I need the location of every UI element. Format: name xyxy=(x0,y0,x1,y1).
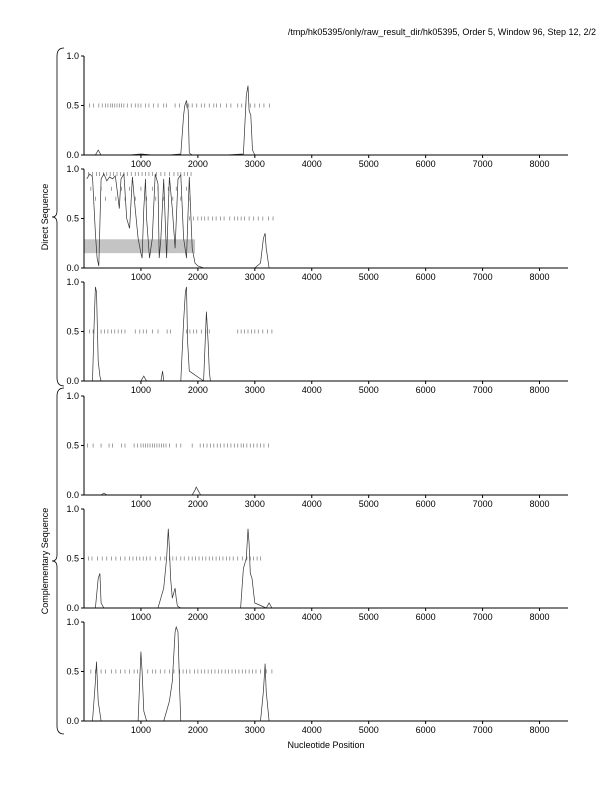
x-tick-label: 2000 xyxy=(188,612,208,622)
x-tick-label: 2000 xyxy=(188,725,208,735)
x-axis-label: Nucleotide Position xyxy=(287,740,364,750)
x-tick-label: 3000 xyxy=(245,499,265,509)
x-tick-label: 7000 xyxy=(473,159,493,169)
x-tick-label: 4000 xyxy=(302,385,322,395)
panel-3: 0.0 0.5 1.0 1000 2000 3000 4000 5000 6000 7000 800… xyxy=(66,277,568,395)
figure-header: /tmp/hk05395/only/raw_result_dir/hk05395… xyxy=(287,27,596,37)
x-tick-label: 7000 xyxy=(473,499,493,509)
x-tick-label: 8000 xyxy=(530,272,550,282)
x-tick-label: 6000 xyxy=(416,159,436,169)
x-tick-label: 5000 xyxy=(359,385,379,395)
y-tick-label: 0.0 xyxy=(66,603,79,613)
x-tick-label: 4000 xyxy=(302,159,322,169)
x-tick-label: 4000 xyxy=(302,499,322,509)
x-tick-label: 1000 xyxy=(131,385,151,395)
x-tick-label: 6000 xyxy=(416,499,436,509)
panel-2: 0.0 0.5 1.0 1000 2000 3000 4000 5000 6000 7000 800… xyxy=(66,164,568,282)
y-tick-label: 1.0 xyxy=(66,391,79,401)
x-tick-label: 2000 xyxy=(188,159,208,169)
complementary-brace xyxy=(51,387,65,735)
y-tick-label: 0.0 xyxy=(66,490,79,500)
x-tick-label: 8000 xyxy=(530,499,550,509)
x-tick-label: 3000 xyxy=(245,612,265,622)
y-tick-label: 0.5 xyxy=(66,441,79,451)
y-tick-label: 0.5 xyxy=(66,101,79,111)
y-tick-label: 0.0 xyxy=(66,263,79,273)
x-tick-label: 1000 xyxy=(131,725,151,735)
y-tick-label: 0.0 xyxy=(66,716,79,726)
y-tick-label: 0.5 xyxy=(66,214,79,224)
x-tick-label: 6000 xyxy=(416,612,436,622)
y-tick-label: 1.0 xyxy=(66,277,79,287)
series-line xyxy=(86,486,568,496)
y-tick-label: 1.0 xyxy=(66,617,79,627)
x-tick-label: 7000 xyxy=(473,612,493,622)
x-tick-label: 4000 xyxy=(302,272,322,282)
series-line xyxy=(89,85,568,156)
x-tick-label: 6000 xyxy=(416,272,436,282)
x-tick-label: 5000 xyxy=(359,725,379,735)
x-tick-label: 7000 xyxy=(473,385,493,395)
x-tick-label: 3000 xyxy=(245,159,265,169)
x-tick-label: 8000 xyxy=(530,385,550,395)
x-tick-label: 5000 xyxy=(359,612,379,622)
x-tick-label: 3000 xyxy=(245,385,265,395)
x-tick-label: 2000 xyxy=(188,385,208,395)
series-line xyxy=(86,172,568,269)
x-tick-label: 3000 xyxy=(245,725,265,735)
y-tick-label: 0.5 xyxy=(66,554,79,564)
panel-4: 0.0 0.5 1.0 1000 2000 3000 4000 5000 6000 7000 800… xyxy=(66,391,568,509)
x-tick-label: 8000 xyxy=(530,725,550,735)
x-tick-label: 8000 xyxy=(530,612,550,622)
panel-5: 0.0 0.5 1.0 1000 2000 3000 4000 5000 6000 7000 800… xyxy=(66,504,568,622)
series-line xyxy=(86,625,568,722)
x-tick-label: 4000 xyxy=(302,612,322,622)
direct-brace xyxy=(51,47,65,387)
series-line xyxy=(86,286,568,382)
y-tick-label: 1.0 xyxy=(66,164,79,174)
x-tick-label: 6000 xyxy=(416,725,436,735)
y-tick-label: 0.5 xyxy=(66,327,79,337)
x-tick-label: 5000 xyxy=(359,499,379,509)
direct-sequence-label: Direct Sequence xyxy=(40,184,50,251)
x-tick-label: 6000 xyxy=(416,385,436,395)
y-tick-label: 0.5 xyxy=(66,667,79,677)
y-tick-label: 1.0 xyxy=(66,51,79,61)
x-tick-label: 3000 xyxy=(245,272,265,282)
x-tick-label: 1000 xyxy=(131,612,151,622)
x-tick-label: 1000 xyxy=(131,159,151,169)
x-tick-label: 7000 xyxy=(473,272,493,282)
x-tick-label: 2000 xyxy=(188,499,208,509)
panel-6: 0.0 0.5 1.0 1000 2000 3000 4000 5000 6000 7000 800… xyxy=(66,617,568,735)
x-tick-label: 8000 xyxy=(530,159,550,169)
x-tick-label: 5000 xyxy=(359,159,379,169)
panel-1: 0.0 0.5 1.0 1000 2000 3000 4000 5000 6000 7000 800… xyxy=(66,51,568,169)
y-tick-label: 0.0 xyxy=(66,376,79,386)
x-tick-label: 5000 xyxy=(359,272,379,282)
complementary-sequence-label: Complementary Sequence xyxy=(40,508,50,615)
x-tick-label: 4000 xyxy=(302,725,322,735)
x-tick-label: 1000 xyxy=(131,272,151,282)
y-tick-label: 1.0 xyxy=(66,504,79,514)
x-tick-label: 7000 xyxy=(473,725,493,735)
series-line xyxy=(86,528,568,609)
y-tick-label: 0.0 xyxy=(66,150,79,160)
x-tick-label: 1000 xyxy=(131,499,151,509)
x-tick-label: 2000 xyxy=(188,272,208,282)
